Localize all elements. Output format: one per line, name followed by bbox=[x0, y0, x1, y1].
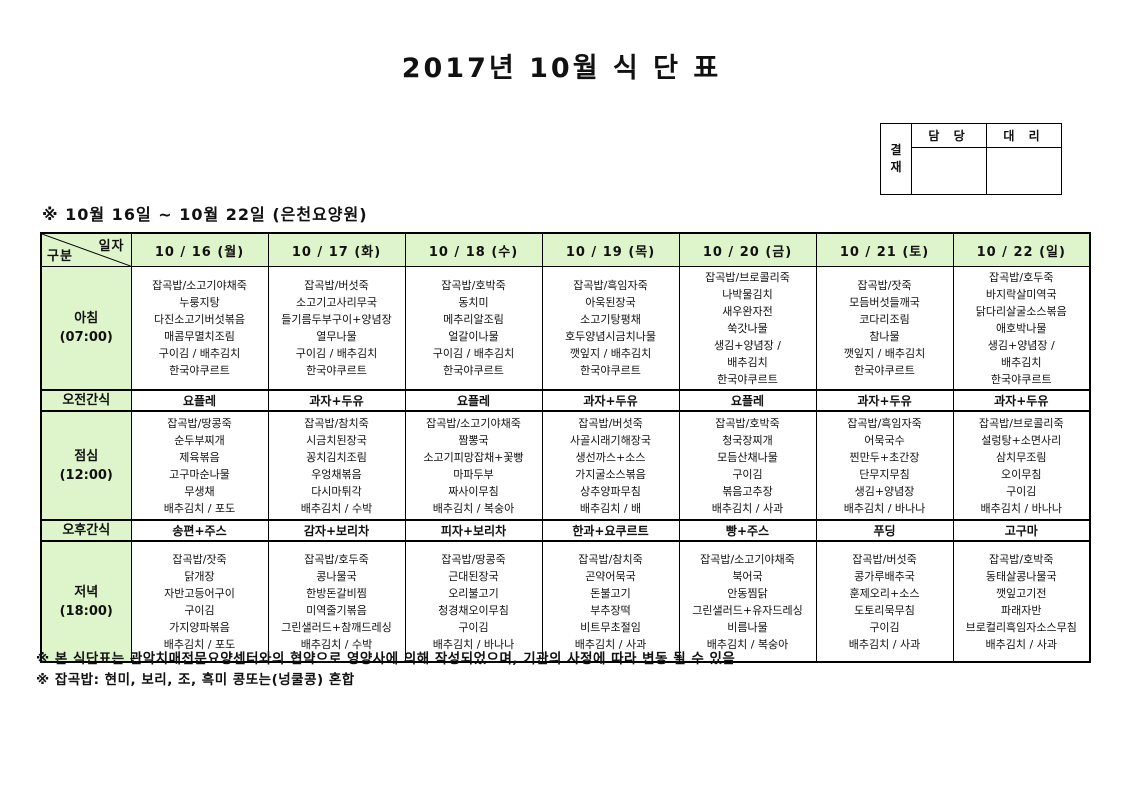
row-label-text: 점심 bbox=[74, 448, 99, 464]
corner-date-label: 일자 bbox=[98, 239, 125, 254]
menu-cell: 잡곡밥/호박죽 청국장찌개 모듬산채나물 구이김 볶음고추장 배추김치 / 사과 bbox=[678, 410, 817, 521]
snack-cell: 과자+두유 bbox=[952, 389, 1091, 412]
menu-cell: 잡곡밥/흑임자죽 어묵국수 찐만두+초간장 단무지무침 생김+양념장 배추김치 … bbox=[815, 410, 954, 521]
snack-cell: 빵+주스 bbox=[678, 519, 817, 542]
menu-cell: 잡곡밥/소고기야채죽 북어국 안동찜닭 그린샐러드+유자드레싱 비름나물 배추김… bbox=[678, 540, 817, 663]
row-label-text: 아침 bbox=[74, 311, 99, 326]
note-line: ※ 잡곡밥: 현미, 보리, 조, 흑미 콩또는(넝쿨콩) 혼합 bbox=[36, 672, 355, 688]
approval-signature-cell bbox=[986, 147, 1062, 195]
day-header-sat: 10 / 21 (토) bbox=[815, 232, 954, 267]
snack-cell: 고구마 bbox=[952, 519, 1091, 542]
weekly-menu-table: 일자 구분 10 / 16 (월) 10 / 17 (화) 10 / 18 (수… bbox=[40, 232, 1091, 663]
snack-cell: 푸딩 bbox=[815, 519, 954, 542]
snack-cell: 피자+보리차 bbox=[404, 519, 543, 542]
row-label-time: (07:00) bbox=[59, 330, 113, 345]
row-label-morning-snack: 오전간식 bbox=[40, 389, 132, 412]
menu-cell: 잡곡밥/소고기야채죽 짬뽕국 소고기피망잡채+꽃빵 마파두부 짜사이무침 배추김… bbox=[404, 410, 543, 521]
corner-cell: 일자 구분 bbox=[40, 232, 132, 267]
footer-notes: ※ 본 식단표는 관악치매전문요양센터와의 협약으로 영양사에 의해 작성되었으… bbox=[36, 649, 735, 691]
snack-row-afternoon: 오후간식 송편+주스 감자+보리차 피자+보리차 한과+요쿠르트 빵+주스 푸딩… bbox=[40, 519, 1091, 542]
diagonal-divider-line bbox=[42, 234, 131, 266]
menu-cell: 잡곡밥/흑임자죽 아욱된장국 소고기탕평채 호두양념시금치나물 깻잎지 / 배추… bbox=[541, 266, 680, 391]
row-label-dinner: 저녁 (18:00) bbox=[40, 540, 132, 663]
menu-cell: 잡곡밥/브로콜리죽 설렁탕+소면사리 삼치무조림 오이무침 구이김 배추김치 /… bbox=[952, 410, 1091, 521]
menu-cell: 잡곡밥/잣죽 닭개장 자반고등어구이 구이김 가지양파볶음 배추김치 / 포도 bbox=[130, 540, 269, 663]
menu-cell: 잡곡밥/소고기야채죽 누룽지탕 다진소고기버섯볶음 매콤무멸치조림 구이김 / … bbox=[130, 266, 269, 391]
meal-row-breakfast: 아침 (07:00) 잡곡밥/소고기야채죽 누룽지탕 다진소고기버섯볶음 매콤무… bbox=[40, 266, 1091, 391]
menu-cell: 잡곡밥/참치죽 시금치된장국 꽁치김치조림 우엉채볶음 다시마튀각 배추김치 /… bbox=[267, 410, 406, 521]
meal-row-lunch: 점심 (12:00) 잡곡밥/땅콩죽 순두부찌개 제육볶음 고구마순나물 무생채… bbox=[40, 410, 1091, 521]
row-label-time: (18:00) bbox=[59, 603, 113, 619]
snack-cell: 요플레 bbox=[678, 389, 817, 412]
table-header-row: 일자 구분 10 / 16 (월) 10 / 17 (화) 10 / 18 (수… bbox=[40, 232, 1091, 267]
menu-cell: 잡곡밥/호박죽 동태살콩나물국 깻잎고기전 파래자반 브로컬리흑임자소스무침 배… bbox=[952, 540, 1091, 663]
approval-col-deputy: 대 리 bbox=[986, 123, 1062, 148]
corner-category-label: 구분 bbox=[47, 249, 73, 264]
row-label-breakfast: 아침 (07:00) bbox=[40, 266, 132, 391]
menu-cell: 잡곡밥/버섯죽 소고기고사리무국 들기름두부구이+양념장 열무나물 구이김 / … bbox=[267, 266, 406, 391]
note-line: ※ 본 식단표는 관악치매전문요양센터와의 협약으로 영양사에 의해 작성되었으… bbox=[36, 651, 736, 667]
menu-cell: 잡곡밥/호두죽 콩나물국 한방돈갈비찜 미역줄기볶음 그린샐러드+참깨드레싱 배… bbox=[267, 540, 406, 663]
day-header-thu: 10 / 19 (목) bbox=[541, 232, 680, 267]
snack-cell: 요플레 bbox=[404, 389, 543, 412]
day-header-mon: 10 / 16 (월) bbox=[130, 232, 269, 267]
menu-cell: 잡곡밥/버섯죽 사골시래기해장국 생선까스+소스 가지굴소스볶음 상추양파무침 … bbox=[541, 410, 680, 521]
page-title: 2017년 10월 식 단 표 bbox=[401, 53, 722, 84]
row-label-lunch: 점심 (12:00) bbox=[40, 410, 132, 521]
menu-cell: 잡곡밥/땅콩죽 근대된장국 오리불고기 청경채오이무침 구이김 배추김치 / 바… bbox=[404, 540, 543, 663]
row-label-text: 저녁 bbox=[74, 584, 99, 600]
week-range-subtitle: ※ 10월 16일 ~ 10월 22일 (은천요양원) bbox=[42, 205, 368, 224]
menu-cell: 잡곡밥/잣죽 모듬버섯들깨국 코다리조림 참나물 깻잎지 / 배추김치 한국야쿠… bbox=[815, 266, 954, 391]
menu-cell: 잡곡밥/호박죽 동치미 메추리알조림 얼갈이나물 구이김 / 배추김치 한국야쿠… bbox=[404, 266, 543, 391]
menu-cell: 잡곡밥/호두죽 바지락살미역국 닭다리살굴소스볶음 애호박나물 생김+양념장 /… bbox=[952, 266, 1091, 391]
day-header-wed: 10 / 18 (수) bbox=[404, 232, 543, 267]
approval-box: 결 재 담 당 대 리 bbox=[880, 123, 1062, 195]
approval-col-manager: 담 당 bbox=[911, 123, 987, 148]
approval-signature-cell bbox=[911, 147, 987, 195]
snack-cell: 송편+주스 bbox=[130, 519, 269, 542]
row-label-afternoon-snack: 오후간식 bbox=[40, 519, 132, 542]
row-label-time: (12:00) bbox=[59, 467, 113, 483]
day-header-tue: 10 / 17 (화) bbox=[267, 232, 406, 267]
menu-cell: 잡곡밥/땅콩죽 순두부찌개 제육볶음 고구마순나물 무생채 배추김치 / 포도 bbox=[130, 410, 269, 521]
snack-row-morning: 오전간식 요플레 과자+두유 요플레 과자+두유 요플레 과자+두유 과자+두유 bbox=[40, 389, 1091, 412]
approval-stamp-label: 결 재 bbox=[880, 123, 912, 195]
menu-cell: 잡곡밥/버섯죽 콩가루배추국 훈제오리+소스 도토리묵무침 구이김 배추김치 /… bbox=[815, 540, 954, 663]
menu-cell: 잡곡밥/브로콜리죽 나박물김치 새우완자전 쑥갓나물 생김+양념장 / 배추김치… bbox=[678, 266, 817, 391]
snack-cell: 과자+두유 bbox=[541, 389, 680, 412]
snack-cell: 한과+요쿠르트 bbox=[541, 519, 680, 542]
day-header-fri: 10 / 20 (금) bbox=[678, 232, 817, 267]
day-header-sun: 10 / 22 (일) bbox=[952, 232, 1091, 267]
snack-cell: 요플레 bbox=[130, 389, 269, 412]
snack-cell: 감자+보리차 bbox=[267, 519, 406, 542]
snack-cell: 과자+두유 bbox=[815, 389, 954, 412]
snack-cell: 과자+두유 bbox=[267, 389, 406, 412]
menu-cell: 잡곡밥/참치죽 곤약어묵국 돈불고기 부추장떡 비트무초절임 배추김치 / 사과 bbox=[541, 540, 680, 663]
meal-row-dinner: 저녁 (18:00) 잡곡밥/잣죽 닭개장 자반고등어구이 구이김 가지양파볶음… bbox=[40, 540, 1091, 663]
